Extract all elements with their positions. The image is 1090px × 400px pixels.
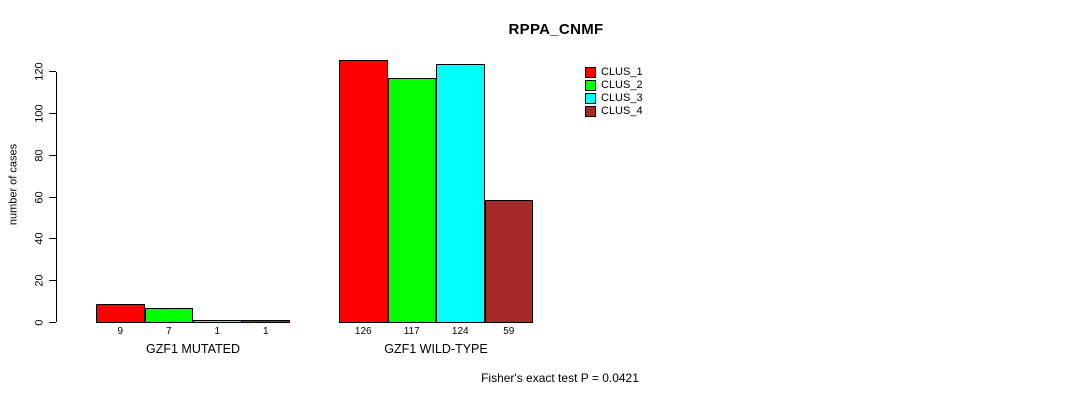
y-tick-label: 80: [33, 149, 46, 162]
y-tick-label: 40: [33, 232, 46, 246]
legend-item: CLUS_2: [585, 79, 643, 92]
legend: CLUS_1 CLUS_2 CLUS_3 CLUS_4: [585, 66, 643, 118]
group-label: GZF1 MUTATED: [146, 342, 240, 356]
bar-clus-4: [241, 319, 290, 323]
bar-clus-1: [96, 303, 145, 323]
legend-swatch: [585, 106, 596, 117]
y-tick: [49, 71, 56, 73]
bar-clus-1: [339, 59, 388, 323]
chart-title: RPPA_CNMF: [508, 21, 604, 38]
bar-clus-2: [144, 307, 193, 323]
y-tick: [49, 280, 56, 282]
legend-item: CLUS_1: [585, 66, 643, 79]
bar-clus-3: [436, 63, 485, 323]
y-axis-label: number of cases: [7, 143, 20, 226]
y-tick-label: 20: [33, 274, 46, 287]
legend-label: CLUS_1: [601, 66, 643, 78]
bar-value-label: 7: [165, 326, 172, 337]
legend-label: CLUS_2: [601, 79, 643, 91]
bar-value-label: 1: [262, 326, 269, 337]
legend-label: CLUS_4: [601, 105, 643, 117]
bar-value-label: 9: [117, 326, 124, 337]
bar-value-label: 124: [451, 326, 469, 337]
bar-clus-4: [484, 199, 533, 323]
bar-value-label: 59: [503, 326, 515, 337]
legend-item: CLUS_3: [585, 92, 643, 105]
y-tick: [49, 196, 56, 198]
legend-item: CLUS_4: [585, 105, 643, 118]
y-tick: [49, 113, 56, 114]
legend-swatch: [585, 80, 596, 91]
legend-swatch: [585, 67, 596, 78]
y-tick-label: 0: [33, 319, 46, 326]
y-tick: [49, 322, 56, 323]
bar-clus-3: [193, 319, 242, 323]
bar-value-label: 1: [214, 326, 221, 337]
group-label: GZF1 WILD-TYPE: [384, 342, 488, 356]
y-tick-label: 100: [33, 104, 46, 123]
legend-swatch: [585, 93, 596, 104]
bar-value-label: 117: [403, 326, 420, 337]
bar-clus-2: [387, 77, 436, 323]
annotation-text: Fisher's exact test P = 0.0421: [481, 371, 639, 385]
y-tick-label: 120: [33, 62, 46, 81]
y-axis-line: [56, 71, 57, 323]
y-tick: [49, 154, 56, 156]
bar-value-label: 126: [354, 326, 372, 337]
legend-label: CLUS_3: [601, 92, 643, 104]
y-tick-label: 60: [33, 190, 46, 204]
y-tick: [49, 238, 56, 240]
